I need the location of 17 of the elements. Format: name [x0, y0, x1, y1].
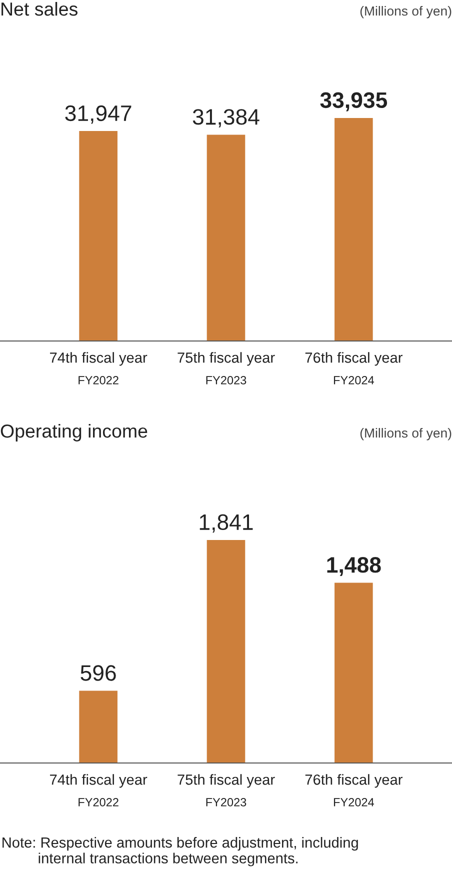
data-label: 1,841: [200, 514, 253, 533]
x-tick-label: 74th fiscal year FY2022: [50, 352, 148, 384]
chart-subtitle: (Millions of yen): [360, 428, 452, 440]
data-label: 31,947: [65, 105, 132, 124]
chart-title: Net sales: [2, 2, 78, 16]
data-label: 596: [80, 665, 116, 681]
text: Note: Respective amounts before adjustment, including internal transactions between segments.: [2, 837, 358, 866]
chart-subtitle: (Millions of yen): [360, 6, 452, 18]
x-tick-label: 76th fiscal year FY2024: [305, 774, 402, 806]
x-tick-label: 75th fiscal year FY2023: [178, 774, 275, 806]
chart-title: Operating income: [0, 424, 148, 442]
x-tick-label: 74th fiscal year FY2022: [50, 774, 148, 806]
x-tick-label: 75th fiscal year FY2023: [178, 352, 275, 384]
data-label: 1,488: [327, 557, 381, 576]
x-tick-label: 76th fiscal year FY2024: [305, 352, 402, 384]
data-label: 31,384: [192, 109, 260, 128]
data-label: 33,935: [320, 92, 388, 112]
